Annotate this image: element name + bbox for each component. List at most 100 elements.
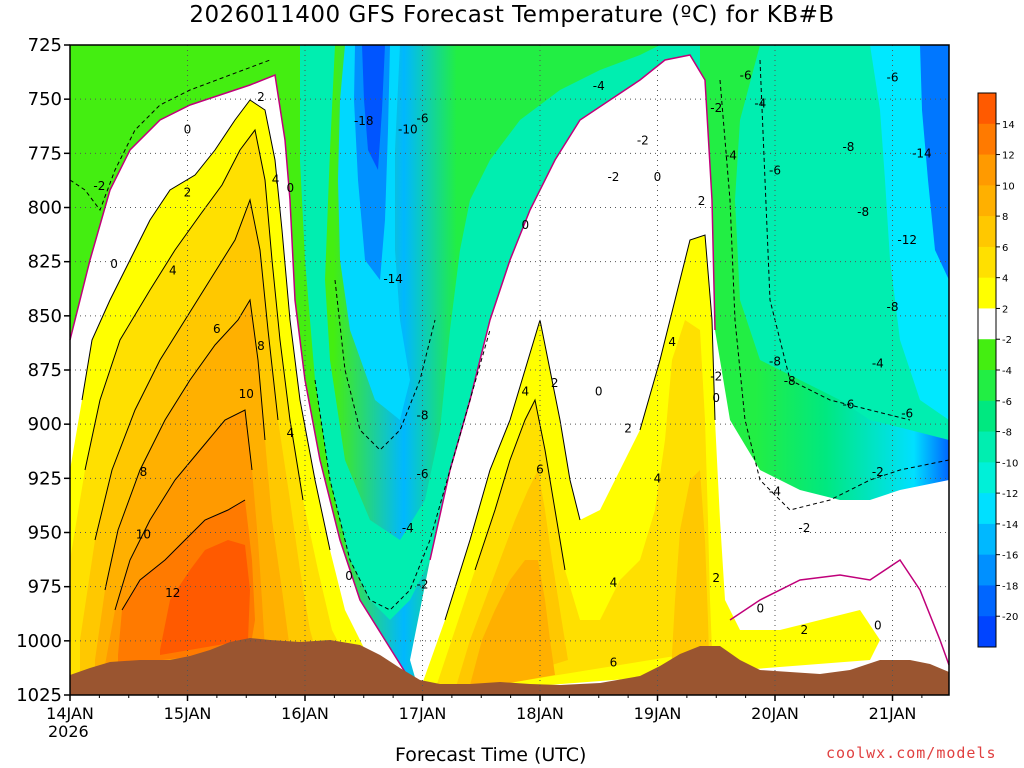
colorbar-label: 12	[1002, 151, 1015, 162]
contour-label: 4	[286, 426, 294, 440]
contour-label: -8	[769, 354, 781, 368]
contour-label: -8	[857, 205, 869, 219]
contour-label: -4	[872, 357, 884, 371]
contour-label: 0	[286, 181, 294, 195]
x-tick-label: 19JAN	[634, 704, 682, 723]
contour-label: -4	[725, 149, 737, 163]
contour-label: 2	[801, 623, 809, 637]
contour-m8-east	[759, 59, 911, 421]
contour-label: 4	[654, 471, 662, 485]
x-tick-label: 14JAN	[46, 704, 94, 723]
y-tick-label: 950	[28, 523, 62, 544]
grid	[70, 45, 949, 695]
colorbar-swatch	[978, 277, 996, 309]
chart-title: 2026011400 GFS Forecast Temperature (ºC)…	[189, 2, 835, 28]
contour-zero-west	[69, 73, 411, 681]
contour-label: -4	[754, 97, 766, 111]
contour-label: -2	[637, 133, 649, 147]
contour-label: 0	[654, 170, 662, 184]
contour-label: -8	[417, 409, 429, 423]
contour-label: 4	[169, 263, 177, 277]
x-tick-label: 15JAN	[164, 704, 212, 723]
colorbar-label: -14	[1002, 520, 1018, 531]
colorbar-swatch	[978, 400, 996, 433]
contour-label: 2	[184, 185, 192, 199]
y-tick-label: 750	[28, 89, 62, 110]
contour-label: -14	[912, 146, 932, 160]
colorbar-label: -2	[1002, 335, 1012, 346]
contour-label: 6	[610, 656, 618, 670]
colorbar-label: 4	[1002, 274, 1008, 285]
colorbar-label: -12	[1002, 489, 1018, 500]
contour-label: -6	[417, 467, 429, 481]
contour-label: -2	[93, 179, 105, 193]
contour-4-west	[84, 128, 304, 501]
y-tick-label: 725	[28, 35, 62, 56]
contour-label: 2	[257, 90, 265, 104]
contour-label: -4	[402, 521, 414, 535]
contour-label: -4	[769, 484, 781, 498]
warm-west-14	[160, 540, 250, 655]
colorbar-swatch	[978, 554, 996, 586]
contour-m4-east	[719, 79, 950, 511]
contour-label: 6	[536, 463, 544, 477]
x-axis: 14JAN 15JAN 16JAN 17JAN 18JAN 19JAN 20JAN 21JAN	[46, 695, 923, 723]
y-tick-label: 925	[28, 468, 62, 489]
contour-label: 2	[698, 194, 706, 208]
contour-zero-mid	[429, 54, 716, 561]
colorbar-swatch	[978, 523, 996, 556]
contour-label: -12	[897, 233, 917, 247]
colorbar-label: -10	[1002, 458, 1018, 469]
contour-label: 0	[184, 123, 192, 137]
warm-region	[70, 100, 880, 695]
colorbar-label: -4	[1002, 366, 1012, 377]
contour-label: -6	[887, 71, 899, 85]
contour-label: -6	[769, 164, 781, 178]
contour-2-east	[639, 234, 716, 431]
warm-mid-4b	[670, 470, 710, 690]
y-tick-label: 1025	[16, 685, 62, 706]
y-tick-label: 850	[28, 306, 62, 327]
contour-label: 2	[712, 571, 720, 585]
contour-4-mid	[474, 398, 566, 571]
contour-label: 8	[257, 339, 265, 353]
contour-label: 4	[272, 172, 280, 186]
contour-label: 0	[874, 619, 882, 633]
contour-12-west	[121, 499, 246, 611]
colorbar-swatch	[978, 308, 996, 340]
contour-label: 0	[756, 601, 764, 615]
colorbar-label: -18	[1002, 581, 1018, 592]
x-tick-label: 20JAN	[751, 704, 799, 723]
contour-label: -6	[901, 406, 913, 420]
contour-label: -2	[417, 578, 429, 592]
contour-label: 6	[213, 322, 221, 336]
x-tick-label: 16JAN	[281, 704, 329, 723]
terrain-ground	[70, 638, 949, 695]
colorbar-label: -6	[1002, 397, 1012, 408]
colorbar-swatch	[978, 493, 996, 525]
colorbar-swatch	[978, 585, 996, 617]
contour-label: 10	[239, 387, 254, 401]
y-tick-label: 975	[28, 577, 62, 598]
x-tick-label: 18JAN	[516, 704, 564, 723]
contour-label: 0	[712, 391, 720, 405]
colorbar-swatch	[978, 246, 996, 279]
colorbar-label: 6	[1002, 243, 1008, 254]
colorbar: 14 12 10 8 6 4 2 -2 -4 -6 -8 -10 -12 -14 -16 -18 -20	[977, 92, 1018, 648]
contour-label: -4	[593, 79, 605, 93]
contour-label: 2	[551, 376, 559, 390]
credit-link[interactable]: coolwx.com/models	[826, 744, 997, 762]
contour-label: 12	[165, 586, 180, 600]
contour-label: -18	[354, 114, 374, 128]
warm-mid-8	[470, 560, 555, 690]
contour-8-west	[104, 298, 266, 591]
y-tick-label: 775	[28, 143, 62, 164]
contour-label: -6	[842, 398, 854, 412]
contour-labels: -200242046810481012-18-10-6-14-8-4-60-20…	[93, 68, 931, 669]
x-axis-year: 2026	[48, 722, 89, 741]
contour-label: 8	[140, 465, 148, 479]
colorbar-swatch	[978, 154, 996, 186]
colorbar-label: -16	[1002, 551, 1018, 562]
contour-label: -8	[887, 300, 899, 314]
contour-label: -8	[784, 374, 796, 388]
